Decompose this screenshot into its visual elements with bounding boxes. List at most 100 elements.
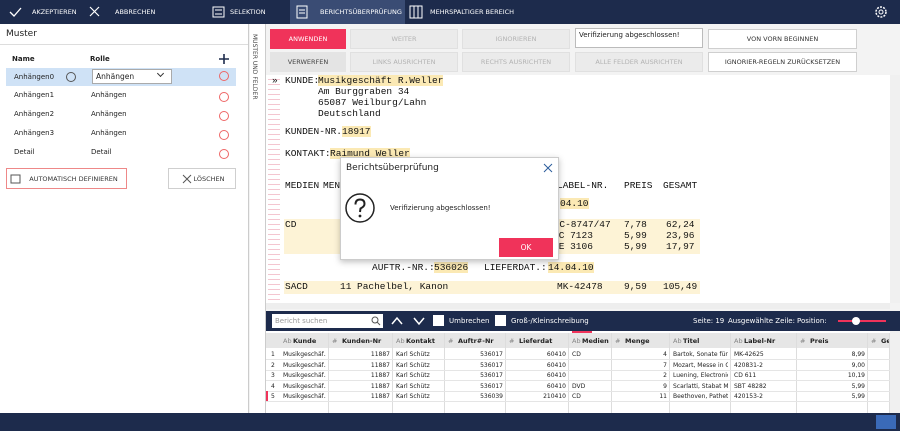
- role-value: Detail: [91, 148, 112, 156]
- side-tab[interactable]: [250, 24, 266, 413]
- field-value: 18917: [342, 126, 371, 137]
- table-cell: Karl Schütz: [396, 382, 430, 390]
- status-field: Verifizierung abgeschlossen!: [575, 28, 703, 48]
- align-all-button[interactable]: ALLE FELDER AUSRICHTEN: [575, 52, 703, 72]
- page-label: Seite: 19: [693, 317, 725, 325]
- slider-thumb[interactable]: [852, 317, 860, 325]
- table-cell: 210410: [543, 393, 566, 401]
- column-type: Ab: [673, 337, 682, 345]
- column-separator: [669, 333, 670, 413]
- cancel-button[interactable]: ABBRECHEN: [115, 8, 156, 16]
- table-cell: Musikgeschäf...: [283, 372, 326, 380]
- role-value: Anhängen: [91, 129, 127, 137]
- remove-icon[interactable]: [219, 92, 229, 102]
- column-header: Label-Nr: [744, 337, 776, 345]
- checkbox[interactable]: [433, 315, 444, 326]
- button-label: VON VORN BEGINNEN: [746, 35, 819, 43]
- table-cell: 10,19: [847, 372, 865, 380]
- role-dropdown[interactable]: [92, 69, 172, 84]
- row-number: 5: [271, 393, 275, 401]
- add-button[interactable]: [218, 53, 230, 65]
- row-line: [266, 359, 890, 360]
- dialog-title: Berichtsüberprüfung: [346, 163, 439, 173]
- left-panel: [0, 24, 249, 413]
- row-number: 4: [271, 382, 275, 390]
- column-header: Preis: [810, 337, 829, 345]
- report-text: GESAMT: [663, 180, 698, 191]
- nav-arrows[interactable]: [390, 314, 430, 328]
- multi-column-tab[interactable]: MEHRSPALTIGER BEREICH: [430, 8, 515, 16]
- position-slider[interactable]: [838, 320, 886, 322]
- remove-icon[interactable]: [219, 111, 229, 121]
- button-label: LÖSCHEN: [193, 174, 225, 183]
- question-icon: [345, 193, 375, 223]
- dialog-close[interactable]: [543, 163, 553, 173]
- apply-button[interactable]: ANWENDEN: [270, 29, 346, 49]
- field-value: 17,97: [666, 241, 695, 252]
- table-cell: Karl Schütz: [396, 351, 430, 358]
- button-label: ALLE FELDER AUSRICHTEN: [595, 58, 683, 66]
- remove-icon[interactable]: [219, 149, 229, 159]
- column-separator: [796, 333, 797, 413]
- table-cell: 11887: [370, 361, 390, 369]
- column-separator: [328, 333, 329, 413]
- align-left-button[interactable]: LINKS AUSRICHTEN: [350, 52, 458, 72]
- status-bar: [0, 413, 900, 431]
- delete-button[interactable]: LÖSCHEN: [168, 168, 236, 189]
- side-tab-label: MUSTER UND FELDER: [251, 34, 258, 100]
- selected-row-label: Ausgewählte Zeile:: [728, 317, 795, 325]
- ignore-button[interactable]: IGNORIEREN: [462, 29, 570, 49]
- position-label: Position:: [797, 317, 827, 325]
- discard-button[interactable]: VERWERFEN: [270, 52, 346, 72]
- button-label: VERWERFEN: [287, 58, 329, 66]
- report-text: KUNDE:: [285, 75, 320, 86]
- report-text: Deutschland: [318, 108, 381, 119]
- accept-button[interactable]: AKZEPTIEREN: [32, 8, 77, 16]
- table-cell: 5,99: [851, 382, 865, 390]
- table-cell: 9: [663, 382, 667, 390]
- align-right-button[interactable]: RECHTS AUSRICHTEN: [462, 52, 570, 72]
- table-cell: Musikgeschäf...: [283, 351, 326, 358]
- table-cell: 60410: [546, 351, 566, 358]
- table-cell: 4: [663, 351, 667, 358]
- reset-rules-button[interactable]: IGNORIER-REGELN ZURÜCKSETZEN: [708, 52, 857, 72]
- row-line: [266, 401, 890, 403]
- marker: »: [272, 75, 278, 86]
- next-button[interactable]: WEITER: [350, 29, 458, 49]
- edit-icon: [66, 72, 76, 82]
- restart-button[interactable]: VON VORN BEGINNEN: [708, 29, 857, 49]
- column-header: Kunden-Nr: [342, 337, 382, 345]
- auto-define-button[interactable]: AUTOMATISCH DEFINIEREN: [6, 168, 127, 189]
- remove-icon[interactable]: [219, 71, 229, 81]
- column-separator: [392, 333, 393, 413]
- report-text: LIEFERDAT.:: [484, 262, 547, 273]
- table-cell: Luening, Electronic M...: [673, 372, 728, 380]
- checkbox[interactable]: [495, 315, 506, 326]
- ok-button[interactable]: OK: [499, 238, 553, 257]
- search-input[interactable]: Bericht suchen: [272, 314, 383, 328]
- table-cell: 60410: [546, 382, 566, 390]
- table-cell: 60410: [546, 361, 566, 369]
- selection-tab[interactable]: SELEKTION: [230, 8, 266, 16]
- button-label: ANWENDEN: [288, 35, 328, 43]
- report-check-tab[interactable]: BERICHTSÜBERPRÜFUNG: [320, 8, 402, 16]
- field-value: 23,96: [666, 230, 695, 241]
- top-bar: [0, 0, 900, 24]
- column-type: #: [800, 337, 806, 345]
- field-value: DE 3106: [553, 241, 593, 252]
- name-value: Detail: [14, 148, 35, 156]
- table-cell: 11887: [370, 351, 390, 358]
- button-label: WEITER: [391, 35, 417, 43]
- remove-icon[interactable]: [219, 130, 229, 140]
- column-header: Name: [12, 55, 35, 63]
- h-scrollbar: [266, 303, 890, 309]
- column-separator: [867, 333, 868, 413]
- button-label: AUTOMATISCH DEFINIEREN: [29, 174, 118, 183]
- table-cell: Musikgeschäf...: [283, 361, 326, 369]
- status-icon[interactable]: [876, 415, 896, 429]
- row-line: [266, 380, 890, 382]
- name-value: Anhängen0: [14, 73, 55, 81]
- column-type: Ab: [396, 337, 405, 345]
- column-type: Ab: [734, 337, 743, 345]
